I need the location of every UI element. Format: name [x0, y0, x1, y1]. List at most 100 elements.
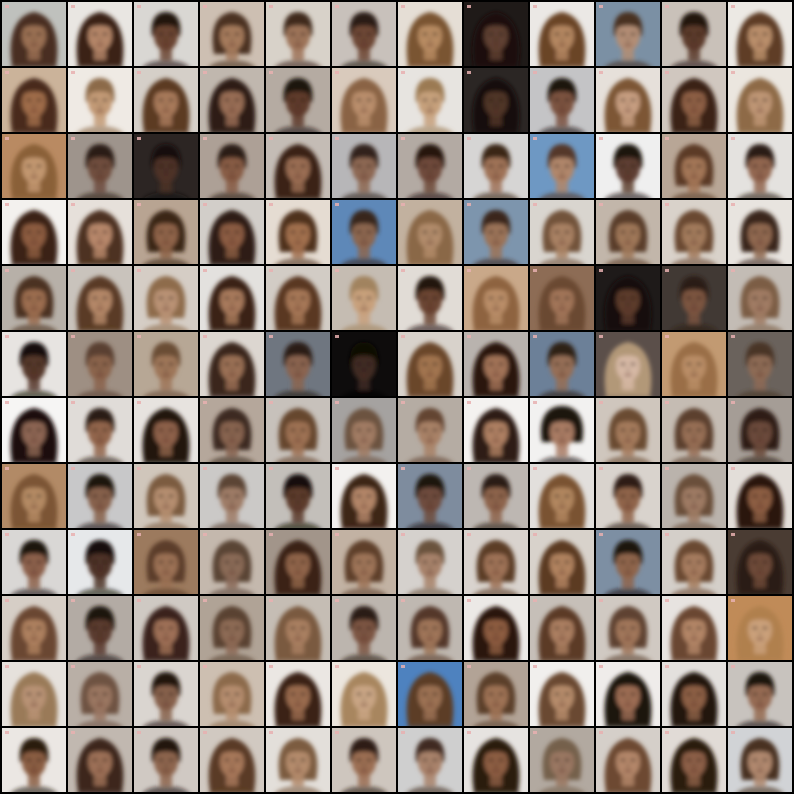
face-thumbnail: [728, 68, 792, 132]
face-thumbnail: [398, 728, 462, 792]
face-thumbnail: [662, 398, 726, 462]
face-image: [596, 332, 660, 396]
corner-artifact: [5, 203, 9, 206]
face-thumbnail: [266, 2, 330, 66]
corner-artifact: [599, 71, 603, 74]
face-image: [2, 398, 66, 462]
corner-artifact: [731, 533, 735, 536]
corner-artifact: [203, 269, 207, 272]
face-image: [68, 134, 132, 198]
face-image: [2, 728, 66, 792]
corner-artifact: [335, 5, 339, 8]
corner-artifact: [599, 533, 603, 536]
face-image: [596, 200, 660, 264]
face-image: [728, 332, 792, 396]
face-thumbnail: [464, 266, 528, 330]
corner-artifact: [533, 5, 537, 8]
face-image: [464, 464, 528, 528]
corner-artifact: [203, 137, 207, 140]
corner-artifact: [71, 665, 75, 668]
face-thumbnail: [662, 68, 726, 132]
face-image: [134, 68, 198, 132]
corner-artifact: [533, 665, 537, 668]
face-image: [596, 662, 660, 726]
face-image: [530, 332, 594, 396]
face-image: [728, 134, 792, 198]
corner-artifact: [137, 467, 141, 470]
corner-artifact: [137, 137, 141, 140]
face-thumbnail: [728, 200, 792, 264]
face-thumbnail: [662, 200, 726, 264]
corner-artifact: [5, 5, 9, 8]
face-thumbnail: [68, 398, 132, 462]
corner-artifact: [269, 203, 273, 206]
face-image: [464, 596, 528, 660]
face-image: [464, 662, 528, 726]
corner-artifact: [71, 533, 75, 536]
face-thumbnail: [2, 662, 66, 726]
face-thumbnail: [398, 464, 462, 528]
face-image: [662, 332, 726, 396]
face-image: [200, 464, 264, 528]
face-thumbnail: [530, 398, 594, 462]
corner-artifact: [335, 401, 339, 404]
face-thumbnail: [134, 134, 198, 198]
corner-artifact: [665, 203, 669, 206]
corner-artifact: [731, 599, 735, 602]
face-thumbnail: [464, 464, 528, 528]
face-image: [68, 332, 132, 396]
corner-artifact: [665, 269, 669, 272]
face-thumbnail: [68, 464, 132, 528]
corner-artifact: [137, 665, 141, 668]
face-thumbnail: [728, 2, 792, 66]
face-thumbnail: [464, 398, 528, 462]
face-thumbnail: [332, 68, 396, 132]
corner-artifact: [401, 599, 405, 602]
corner-artifact: [269, 665, 273, 668]
corner-artifact: [599, 665, 603, 668]
corner-artifact: [467, 401, 471, 404]
corner-artifact: [731, 5, 735, 8]
face-image: [68, 596, 132, 660]
face-image: [398, 662, 462, 726]
face-image: [596, 728, 660, 792]
corner-artifact: [599, 335, 603, 338]
face-image: [398, 266, 462, 330]
face-thumbnail: [134, 266, 198, 330]
face-thumbnail: [398, 200, 462, 264]
face-thumbnail: [464, 200, 528, 264]
face-image: [530, 200, 594, 264]
face-thumbnail: [2, 530, 66, 594]
face-image: [200, 2, 264, 66]
face-thumbnail: [134, 200, 198, 264]
corner-artifact: [335, 335, 339, 338]
corner-artifact: [269, 467, 273, 470]
face-image: [134, 728, 198, 792]
face-thumbnail: [530, 332, 594, 396]
face-thumbnail: [398, 68, 462, 132]
face-thumbnail: [266, 398, 330, 462]
corner-artifact: [71, 599, 75, 602]
face-thumbnail: [2, 398, 66, 462]
face-thumbnail: [134, 398, 198, 462]
face-thumbnail: [662, 464, 726, 528]
corner-artifact: [71, 203, 75, 206]
face-image: [662, 596, 726, 660]
face-thumbnail: [332, 662, 396, 726]
corner-artifact: [269, 599, 273, 602]
corner-artifact: [467, 665, 471, 668]
corner-artifact: [203, 335, 207, 338]
face-image: [464, 2, 528, 66]
corner-artifact: [665, 665, 669, 668]
corner-artifact: [533, 599, 537, 602]
face-thumbnail: [464, 596, 528, 660]
corner-artifact: [203, 5, 207, 8]
face-image: [2, 662, 66, 726]
face-image: [596, 134, 660, 198]
face-image: [2, 530, 66, 594]
corner-artifact: [533, 203, 537, 206]
face-thumbnail: [596, 134, 660, 198]
corner-artifact: [137, 731, 141, 734]
face-image: [200, 530, 264, 594]
face-image: [728, 530, 792, 594]
